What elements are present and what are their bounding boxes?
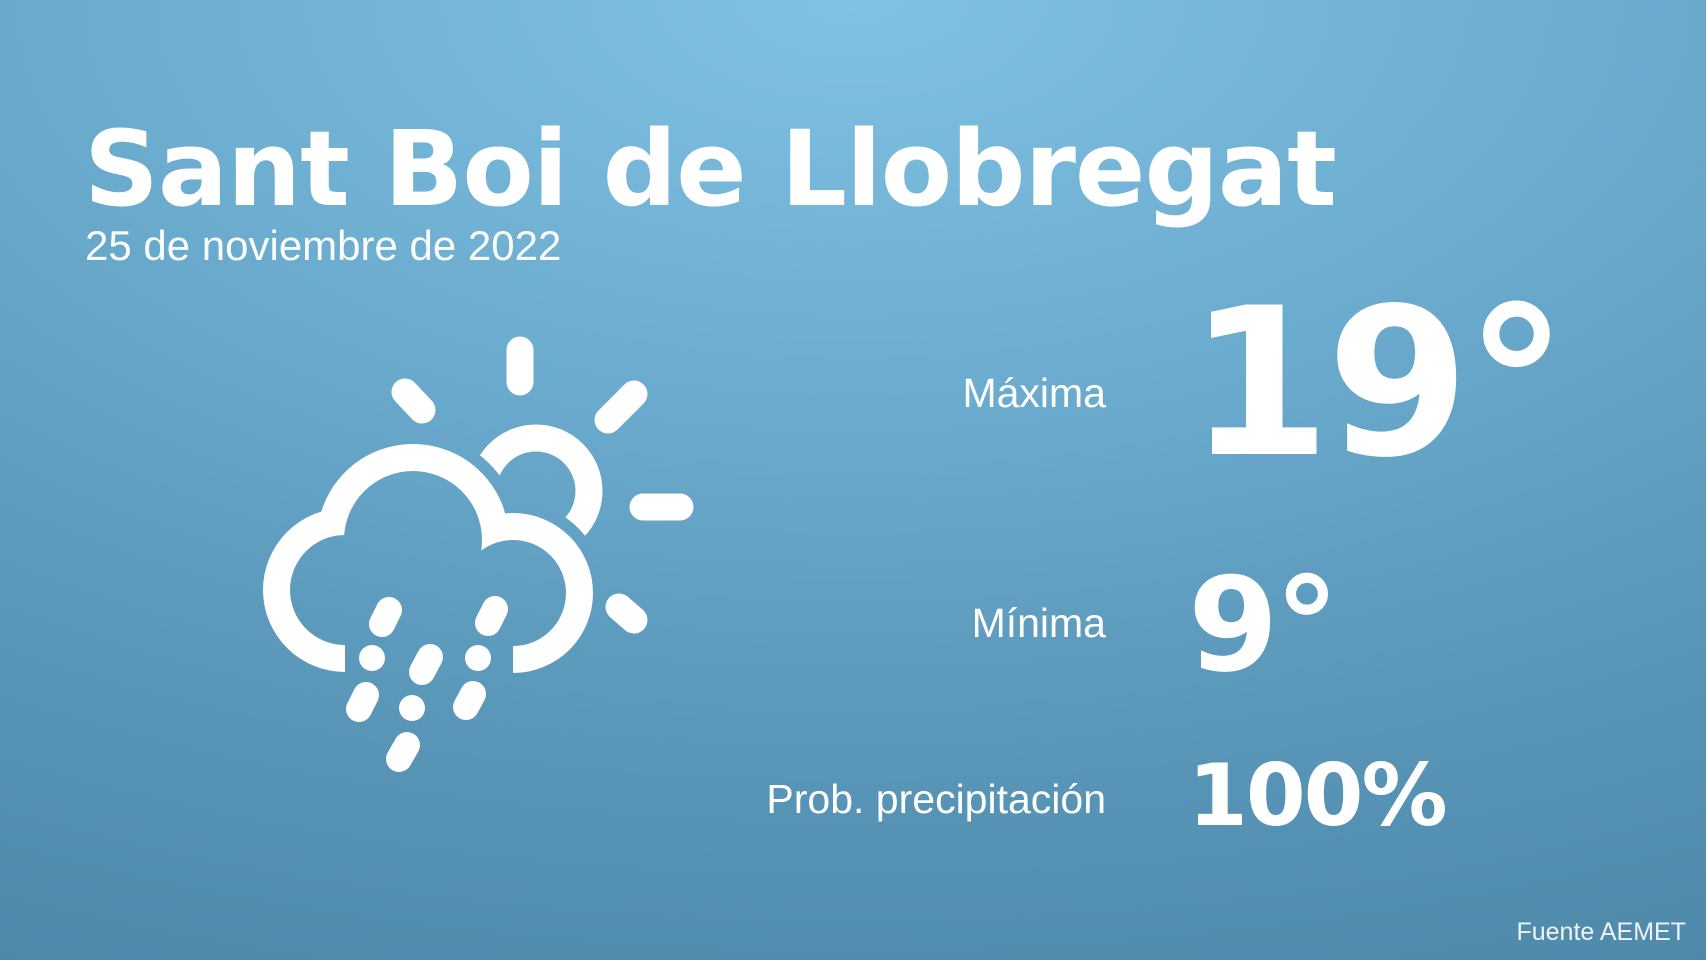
precipitation-value: 100% <box>1188 746 1448 846</box>
cloud-sun-rain-hail-icon <box>240 320 720 780</box>
rain-drop <box>346 682 379 722</box>
source-credit: Fuente AEMET <box>1516 918 1686 946</box>
max-temp-value: 19° <box>1188 265 1568 503</box>
rain-drop <box>369 597 402 637</box>
rain-drop <box>475 596 508 636</box>
rain-drop <box>453 681 486 720</box>
hail-dot <box>359 645 385 671</box>
rain-drop <box>386 732 420 772</box>
precipitation-label: Prob. precipitación <box>766 776 1106 822</box>
rain-drop <box>409 644 443 685</box>
hail-dot <box>465 645 491 671</box>
max-temp-label: Máxima <box>962 370 1106 416</box>
min-temp-value: 9° <box>1188 549 1339 701</box>
forecast-date: 25 de noviembre de 2022 <box>85 222 562 269</box>
city-title: Sant Boi de Llobregat <box>84 108 1337 230</box>
cloud-outline <box>240 320 720 780</box>
hail-dot <box>399 695 425 721</box>
min-temp-label: Mínima <box>971 600 1106 646</box>
